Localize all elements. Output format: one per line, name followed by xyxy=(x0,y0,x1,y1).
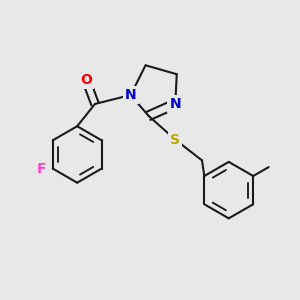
Text: N: N xyxy=(169,97,181,111)
Text: N: N xyxy=(125,88,136,102)
Text: O: O xyxy=(80,73,92,87)
Text: F: F xyxy=(37,162,46,176)
Text: S: S xyxy=(170,133,180,147)
